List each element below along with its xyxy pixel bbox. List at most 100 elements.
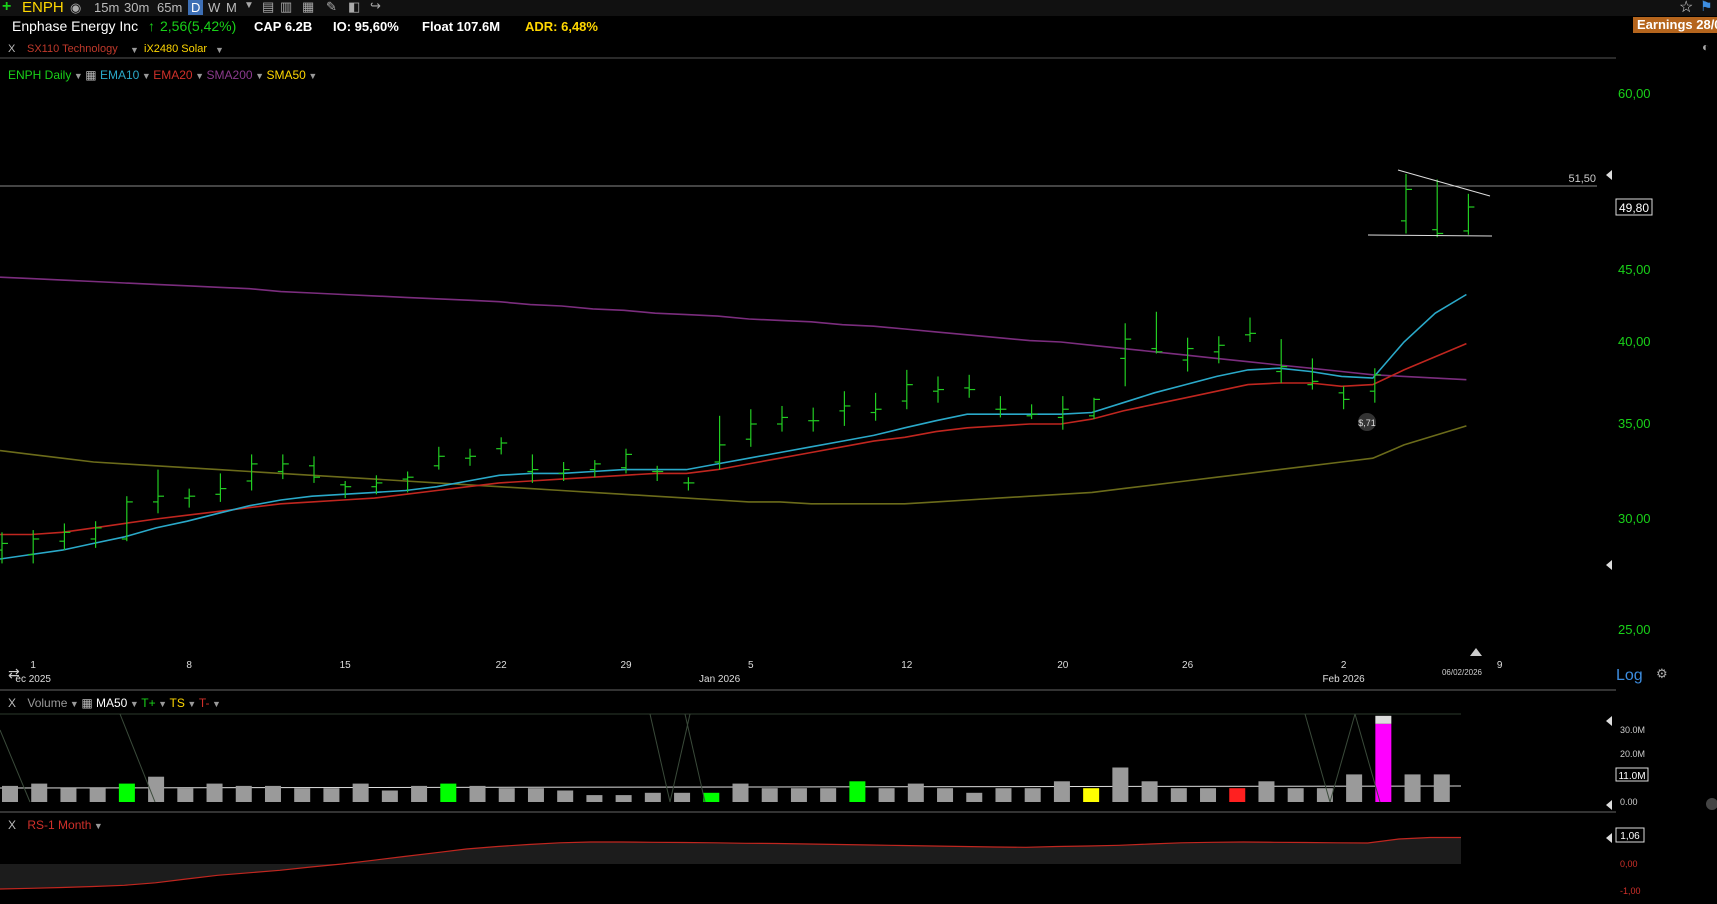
pencil-icon[interactable]: ✎ bbox=[326, 0, 337, 14]
volume-bar bbox=[1083, 788, 1100, 802]
institutional-ownership: IO: 95,60% bbox=[333, 19, 399, 34]
price-bar bbox=[1276, 339, 1288, 383]
volume-tplus-dropdown-icon[interactable]: ▼ bbox=[155, 699, 170, 709]
legend-grid-icon[interactable]: ▦ bbox=[85, 68, 97, 82]
panel-scroll-icon[interactable]: ◐ bbox=[1702, 40, 1710, 54]
volume-bars bbox=[2, 715, 1450, 802]
legend-ema10[interactable]: EMA10 bbox=[99, 68, 140, 82]
price-bar bbox=[215, 473, 227, 502]
volume-bar bbox=[177, 788, 194, 802]
volume-ma[interactable]: MA50 bbox=[96, 696, 128, 710]
volume-close-button[interactable]: X bbox=[8, 696, 17, 710]
volume-dropdown-icon[interactable]: ▼ bbox=[67, 699, 82, 709]
rs-close-button[interactable]: X bbox=[8, 818, 17, 832]
y-axis-label: 25,00 bbox=[1618, 622, 1651, 637]
add-symbol-icon[interactable]: + bbox=[2, 0, 12, 15]
volume-bar bbox=[1141, 781, 1158, 802]
y-axis-label: 30,00 bbox=[1618, 511, 1651, 526]
volume-grid-icon[interactable]: ▦ bbox=[81, 696, 93, 710]
rs-label[interactable]: RS-1 Month bbox=[27, 818, 92, 832]
legend-main-dropdown-icon[interactable]: ▼ bbox=[71, 71, 86, 81]
volume-bar bbox=[31, 783, 48, 802]
pennant-upper-line[interactable] bbox=[1397, 169, 1491, 197]
legend-main[interactable]: ENPH Daily bbox=[8, 68, 72, 82]
volume-tplus[interactable]: T+ bbox=[141, 696, 156, 710]
volume-bar bbox=[615, 795, 632, 802]
symbol-label[interactable]: ENPH bbox=[22, 0, 64, 16]
volume-arrow-icon[interactable] bbox=[1606, 716, 1612, 726]
sma200-path bbox=[0, 276, 1467, 381]
chart-style-icon[interactable]: ▤ bbox=[262, 0, 275, 14]
volume-bar bbox=[1170, 788, 1187, 802]
volume-bar bbox=[1346, 774, 1363, 802]
flag-icon[interactable]: ⚑ bbox=[1700, 0, 1713, 14]
interval-15m[interactable]: 15m bbox=[94, 0, 120, 15]
legend-sma50-dropdown-icon[interactable]: ▼ bbox=[305, 71, 318, 81]
scroll-arrows-icon[interactable]: ⇄ bbox=[8, 666, 20, 682]
layers-icon[interactable]: ◧ bbox=[348, 0, 361, 14]
volume-label[interactable]: Volume bbox=[27, 696, 68, 710]
bar-chart-icon[interactable]: ▥ bbox=[280, 0, 293, 14]
x-axis-tick-label: 22 bbox=[496, 660, 508, 671]
rs-y-neg-one: -1,00 bbox=[1620, 886, 1641, 896]
interval-dropdown-icon[interactable]: ▼ bbox=[244, 0, 254, 11]
volume-ts[interactable]: TS bbox=[169, 696, 185, 710]
volume-ma-dropdown-icon[interactable]: ▼ bbox=[127, 699, 142, 709]
price-bar bbox=[246, 454, 258, 491]
x-axis-tick-label: 20 bbox=[1057, 660, 1069, 671]
volume-bottom-arrow-icon[interactable] bbox=[1606, 800, 1612, 810]
volume-bar bbox=[60, 788, 77, 802]
volume-bar bbox=[527, 788, 544, 802]
legend-sma200-dropdown-icon[interactable]: ▼ bbox=[252, 71, 267, 81]
industry-dropdown-icon[interactable]: ▼ bbox=[215, 45, 224, 55]
interval-weekly[interactable]: W bbox=[208, 0, 221, 15]
legend-ema10-dropdown-icon[interactable]: ▼ bbox=[139, 71, 154, 81]
price-bar bbox=[714, 415, 726, 470]
hline-label: 51,50 bbox=[1568, 173, 1596, 185]
scale-arrow-icon[interactable] bbox=[1606, 560, 1612, 570]
interval-65m[interactable]: 65m bbox=[157, 0, 183, 15]
interval-monthly[interactable]: M bbox=[226, 0, 237, 15]
pennant-lower-line[interactable] bbox=[1367, 234, 1493, 237]
volume-bar bbox=[1229, 788, 1246, 802]
volume-y-label: 20.0M bbox=[1620, 749, 1645, 759]
price-bar bbox=[1401, 174, 1412, 234]
sma200-line bbox=[0, 276, 1467, 381]
volume-trend-segment bbox=[1304, 713, 1331, 803]
volume-scroll-icon[interactable] bbox=[1706, 798, 1717, 810]
sector-label[interactable]: SX110 Technology bbox=[27, 43, 118, 55]
camera-icon[interactable]: ◉ bbox=[70, 0, 82, 15]
sector-dropdown-icon[interactable]: ▼ bbox=[130, 45, 139, 55]
volume-trend-segment bbox=[649, 713, 671, 803]
settings-icon[interactable]: ⚙ bbox=[1656, 667, 1668, 682]
rs-dropdown-icon[interactable]: ▼ bbox=[91, 821, 103, 831]
date-cursor-icon[interactable] bbox=[1470, 648, 1482, 656]
rs-arrow-icon[interactable] bbox=[1606, 833, 1612, 843]
interval-daily[interactable]: D bbox=[188, 0, 204, 15]
x-axis-tick-label: 1 bbox=[30, 660, 36, 671]
share-icon[interactable]: ↪ bbox=[370, 0, 381, 13]
log-toggle[interactable]: Log bbox=[1616, 667, 1643, 684]
industry-label[interactable]: iX2480 Solar bbox=[144, 43, 207, 55]
volume-bar bbox=[761, 788, 778, 802]
price-bar bbox=[1432, 179, 1444, 238]
price-bar bbox=[340, 481, 352, 499]
volume-bar bbox=[674, 792, 691, 802]
legend-sma50[interactable]: SMA50 bbox=[266, 68, 306, 82]
star-icon[interactable]: ☆ bbox=[1679, 0, 1694, 16]
legend-ema20-dropdown-icon[interactable]: ▼ bbox=[192, 71, 207, 81]
volume-tminus-dropdown-icon[interactable]: ▼ bbox=[209, 699, 221, 709]
legend-ema20[interactable]: EMA20 bbox=[153, 68, 193, 82]
x-axis-tick-label: 8 bbox=[186, 660, 192, 671]
hline-arrow-icon[interactable] bbox=[1606, 170, 1612, 180]
volume-ma-line bbox=[0, 713, 1462, 789]
volume-ts-dropdown-icon[interactable]: ▼ bbox=[184, 699, 199, 709]
volume-tminus[interactable]: T- bbox=[198, 696, 210, 710]
earnings-badge[interactable]: Earnings 28/0 bbox=[1633, 17, 1717, 33]
grid-icon[interactable]: ▦ bbox=[302, 0, 315, 14]
price-bar bbox=[1026, 404, 1038, 420]
legend-sma200[interactable]: SMA200 bbox=[206, 68, 253, 82]
interval-30m[interactable]: 30m bbox=[124, 0, 150, 15]
sector-close-button[interactable]: X bbox=[8, 43, 16, 55]
